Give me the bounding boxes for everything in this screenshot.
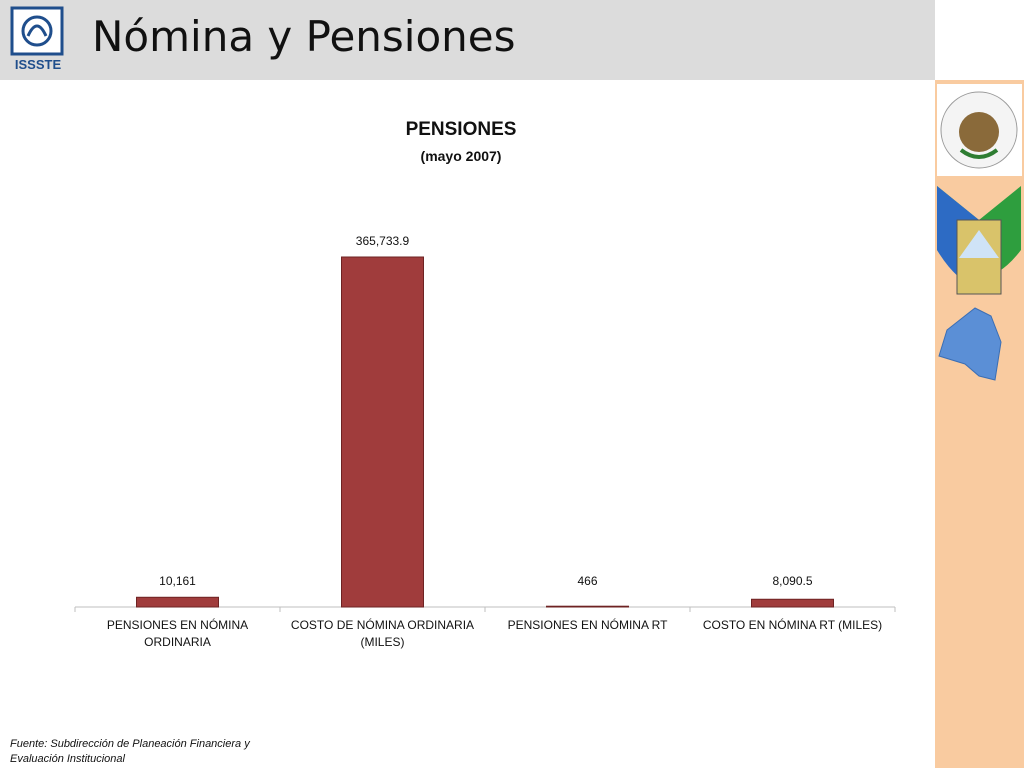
data-label: 365,733.9 xyxy=(356,234,410,248)
x-tick-label: PENSIONES EN NÓMINA RT xyxy=(507,618,668,632)
chart: PENSIONES (mayo 2007) 10,161 365,733.9 466… xyxy=(74,119,896,612)
chart-subtitle: (mayo 2007) xyxy=(421,148,502,164)
bar xyxy=(136,596,219,608)
side-strip xyxy=(935,80,1024,768)
page-title: Nómina y Pensiones xyxy=(92,12,516,61)
bar xyxy=(341,256,424,608)
logo-text: ISSSTE xyxy=(15,57,62,72)
chart-title: PENSIONES xyxy=(406,119,517,140)
header: ISSSTE Nómina y Pensiones xyxy=(0,0,935,80)
bar xyxy=(751,598,834,608)
bar xyxy=(546,605,629,608)
data-label: 10,161 xyxy=(159,574,196,588)
logo: ISSSTE xyxy=(10,6,64,72)
data-label: 466 xyxy=(577,574,597,588)
x-tick-label: COSTO DE NÓMINA ORDINARIA (MILES) xyxy=(290,618,475,649)
x-tick-label: PENSIONES EN NÓMINA ORDINARIA xyxy=(106,618,249,649)
emblems xyxy=(937,84,1022,381)
data-label: 8,090.5 xyxy=(772,574,812,588)
source-note: Fuente: Subdirección de Planeación Finan… xyxy=(10,738,250,765)
x-tick-label: COSTO EN NÓMINA RT (MILES) xyxy=(702,618,883,632)
